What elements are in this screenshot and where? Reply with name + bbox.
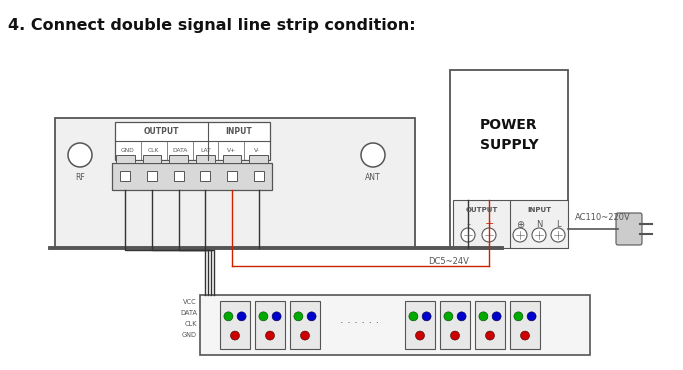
Bar [510,301,540,349]
Bar [116,155,135,163]
Circle shape [361,143,385,167]
Circle shape [301,331,309,340]
Circle shape [68,143,92,167]
Text: DATA: DATA [172,148,187,153]
Circle shape [451,331,460,340]
Circle shape [307,312,316,321]
Circle shape [409,312,418,321]
Bar [253,171,264,181]
Bar [475,301,505,349]
Bar [55,118,415,248]
Circle shape [482,228,496,242]
Bar [223,155,241,163]
Circle shape [513,228,527,242]
Circle shape [237,312,246,321]
Text: OUTPUT: OUTPUT [465,207,498,213]
Text: RF: RF [75,173,85,182]
Text: INPUT: INPUT [527,207,551,213]
Text: ⊕: ⊕ [516,220,524,230]
Text: VCC: VCC [183,299,197,305]
Circle shape [520,331,529,340]
Circle shape [422,312,431,321]
Text: L: L [556,220,560,229]
Bar [249,155,268,163]
Bar [450,70,568,248]
Circle shape [272,312,281,321]
Text: GND: GND [182,332,197,338]
Bar [147,171,157,181]
Text: OUTPUT: OUTPUT [143,127,179,136]
Text: DC5~24V: DC5~24V [428,257,469,266]
Circle shape [294,312,303,321]
Circle shape [415,331,425,340]
Circle shape [266,331,275,340]
Text: ANT: ANT [365,173,381,182]
Text: · · · · · ·: · · · · · · [340,318,380,328]
Circle shape [444,312,453,321]
Text: GND: GND [121,148,135,153]
Bar [112,163,272,190]
Text: CLK: CLK [184,321,197,327]
Bar [220,301,250,349]
Bar [200,295,590,355]
Circle shape [527,312,536,321]
Circle shape [514,312,523,321]
Text: -: - [466,219,470,229]
Bar [440,301,470,349]
Bar [290,301,320,349]
Text: +: + [484,219,494,229]
Text: 4. Connect double signal line strip condition:: 4. Connect double signal line strip cond… [8,18,416,33]
Bar [200,171,210,181]
Bar [173,171,184,181]
Circle shape [532,228,546,242]
Text: DATA: DATA [180,310,197,316]
Text: POWER
SUPPLY: POWER SUPPLY [479,118,538,152]
Circle shape [457,312,466,321]
Text: N: N [535,220,542,229]
Bar [453,200,568,248]
Bar [405,301,435,349]
Circle shape [551,228,565,242]
Text: CLK: CLK [148,148,160,153]
Circle shape [230,331,240,340]
Text: V+: V+ [227,148,236,153]
Bar [196,155,214,163]
Text: INPUT: INPUT [225,127,253,136]
Bar [227,171,237,181]
Circle shape [259,312,268,321]
Bar [143,155,161,163]
Bar [115,122,270,160]
Circle shape [461,228,475,242]
Text: LAT: LAT [200,148,211,153]
Bar [120,171,130,181]
Circle shape [486,331,494,340]
Circle shape [492,312,501,321]
FancyBboxPatch shape [616,213,642,245]
Text: AC110~220V: AC110~220V [575,213,630,222]
Text: V-: V- [254,148,260,153]
Circle shape [479,312,488,321]
Bar [169,155,188,163]
Bar [255,301,285,349]
Circle shape [224,312,233,321]
